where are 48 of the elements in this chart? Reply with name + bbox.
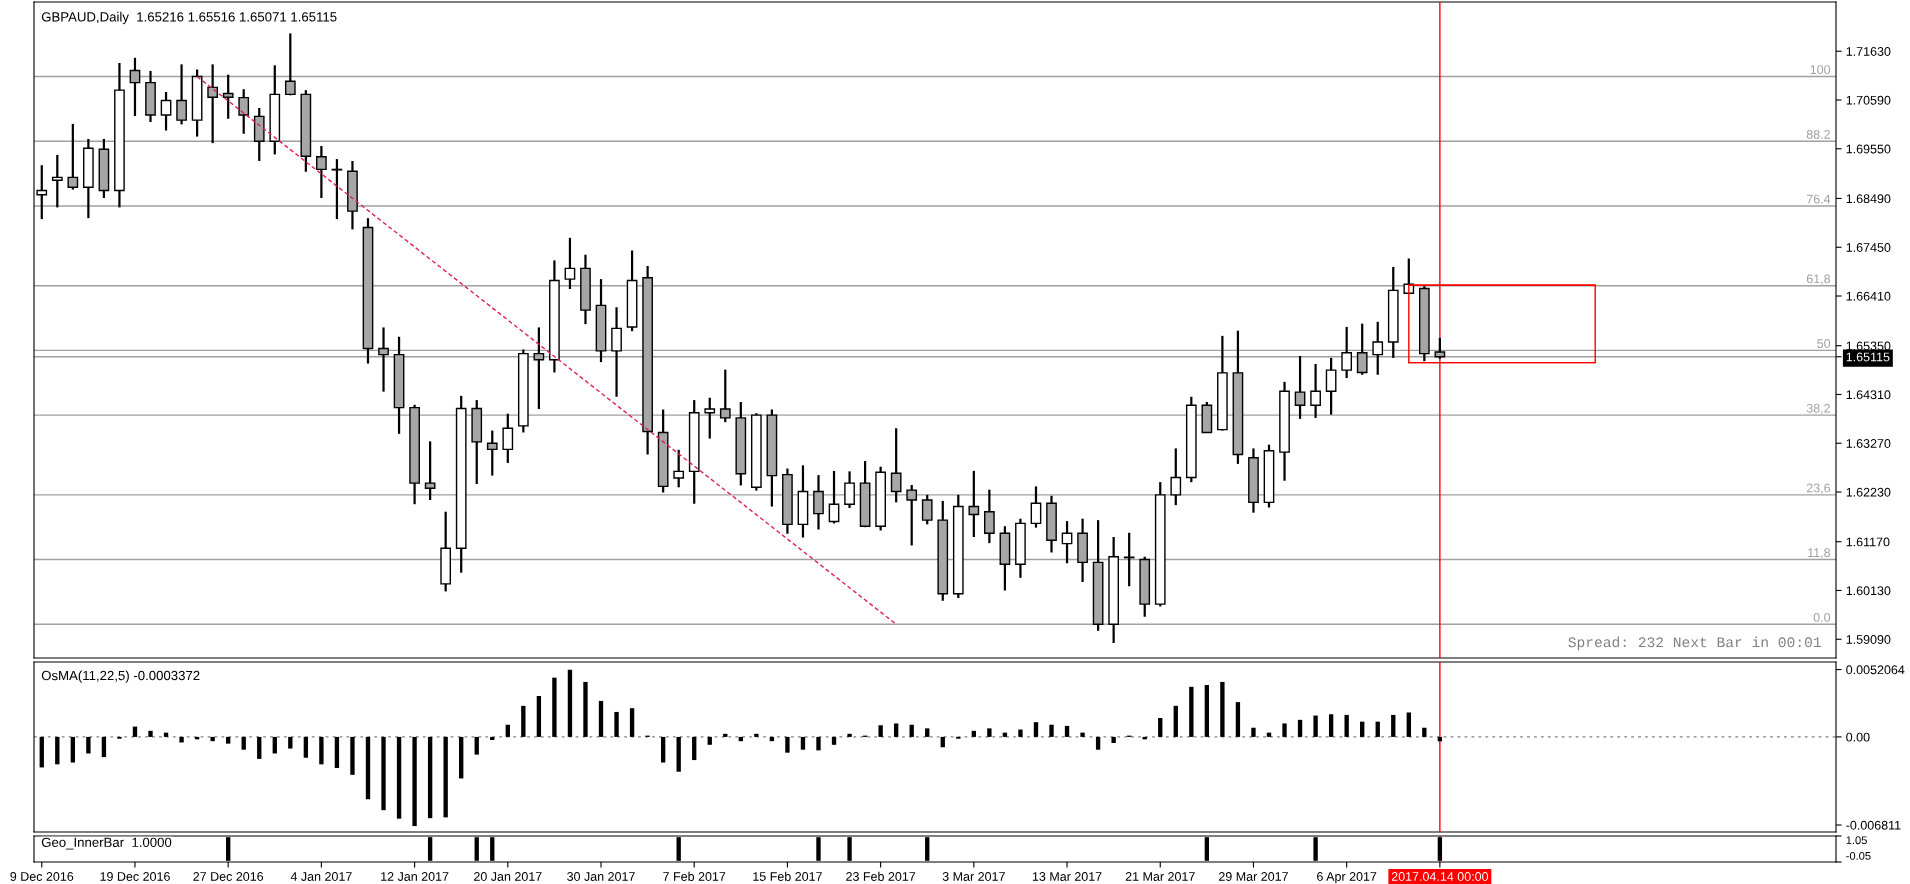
annotation: 11,8 [1808,548,1831,559]
y-tick-label: 1.05 [1846,836,1867,845]
text: GBPAUD,Daily 1.65216 1.65516 1.65071 1.65115 [41,11,337,25]
x-tick-label: 29 Mar 2017 [1219,872,1288,881]
x-tick-label: 13 Mar 2017 [1032,872,1102,881]
y-tick-label: 1.59090 [1846,635,1891,644]
y-tick-label: 1.65115 [1846,352,1890,362]
text: OsMA(11,22,5) -0.0003372 [41,670,200,683]
x-tick-label: 12 Jan 2017 [381,872,449,881]
x-tick-label: 3 Mar 2017 [942,872,1005,881]
annotation: 100 [1810,65,1831,75]
x-tick-label: 19 Dec 2016 [100,872,170,881]
y-tick-label: 1.69550 [1846,144,1891,154]
y-tick-label: 1.68490 [1846,194,1891,204]
chart-title: Geo_InnerBar 1.0000 [41,837,172,850]
y-tick-label: 1.64310 [1846,390,1891,400]
y-tick-label: 1.67450 [1846,243,1891,252]
y-tick-label: 1.62230 [1846,487,1891,497]
x-tick-label: 15 Feb 2017 [753,871,822,881]
y-tick-label: 1.60130 [1846,586,1891,596]
y-tick-label: 0.00 [1846,732,1870,742]
annotation: Spread: 232 Next Bar in 00:01 [1568,636,1821,651]
annotation: 0.0 [1813,612,1831,622]
x-tick-label: 30 Jan 2017 [567,872,635,881]
annotation: 88.2 [1806,129,1830,139]
annotation: 50 [1817,339,1831,348]
y-tick-label: -0.05 [1846,851,1871,860]
y-tick-label: 0.0052064 [1846,665,1905,675]
annotation: 76.4 [1806,194,1831,204]
y-tick-label: 1.65350 [1846,341,1891,351]
annotation: 61,8 [1806,274,1831,285]
y-tick-label: 1.71630 [1846,47,1891,56]
y-tick-label: 1.70590 [1846,95,1891,105]
y-tick-label: 1.61170 [1846,537,1890,547]
x-tick-label: 21 Mar 2017 [1125,872,1195,881]
y-tick-label: 1.66410 [1846,291,1891,301]
y-tick-label: -0.006811 [1846,820,1901,830]
annotation: 38,2 [1806,403,1830,415]
x-tick-label: 20 Jan 2017 [474,872,542,881]
x-tick-label: 4 Jan 2017 [290,872,352,881]
x-tick-label: 7 Feb 2017 [663,871,726,881]
annotation: 23,6 [1806,483,1831,494]
x-tick-label: 9 Dec 2016 [10,872,74,881]
x-tick-label: 27 Dec 2016 [193,872,264,881]
x-tick-label: 2017.04.14 00:00 [1391,872,1489,881]
y-tick-label: 1.63270 [1846,439,1891,448]
x-tick-label: 23 Feb 2017 [846,871,916,881]
x-tick-label: 6 Apr 2017 [1317,872,1377,884]
